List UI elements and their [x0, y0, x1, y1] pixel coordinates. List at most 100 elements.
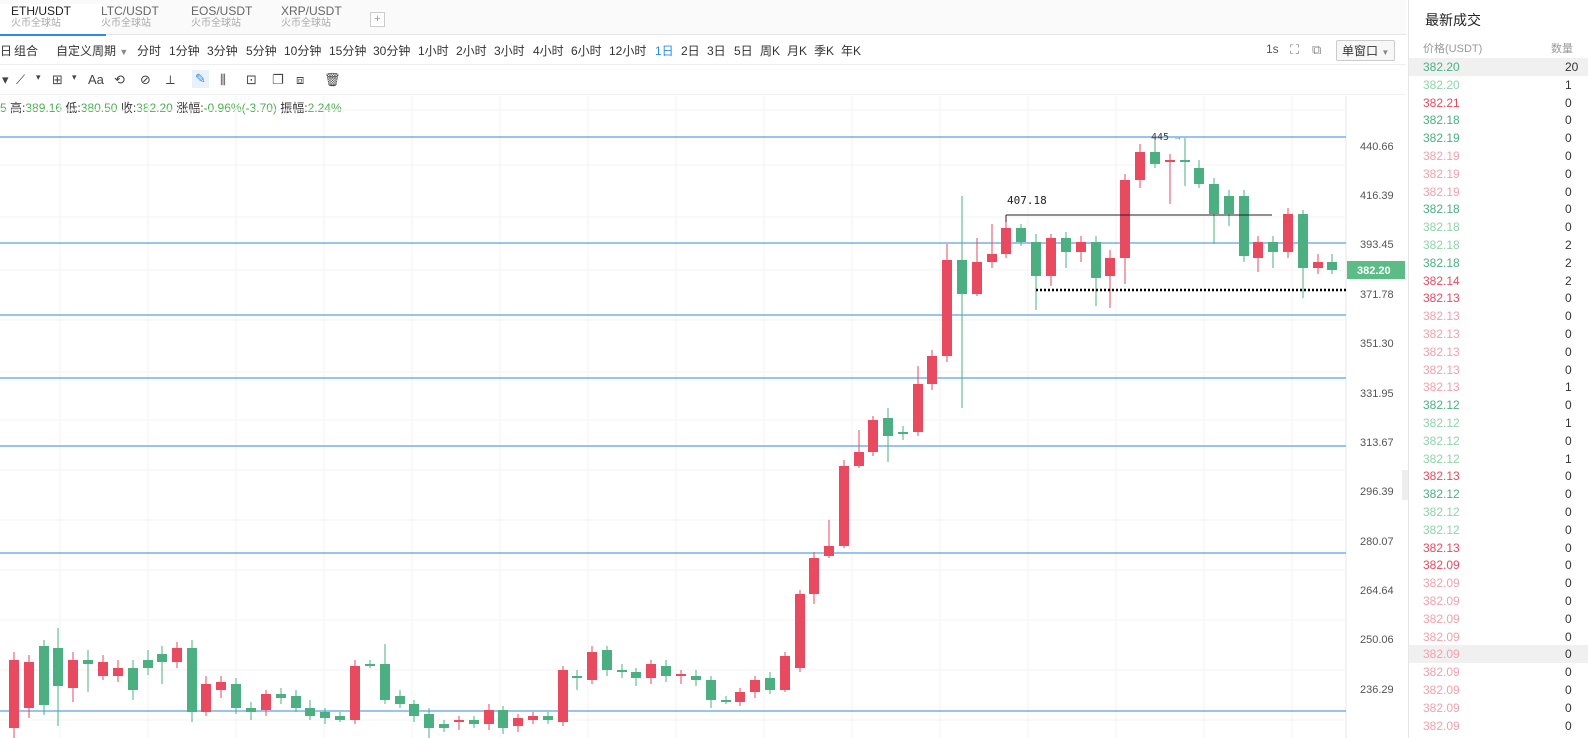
- interval-label[interactable]: 1s: [1266, 42, 1279, 56]
- trade-row: 382.09 0: [1409, 717, 1588, 735]
- period-button[interactable]: 2日: [681, 44, 700, 58]
- ruler-icon[interactable]: ⟂: [166, 72, 175, 87]
- combo-button[interactable]: 组合: [14, 44, 39, 58]
- candle-body: [246, 708, 256, 712]
- chevron-down-icon[interactable]: ▾: [72, 72, 77, 82]
- period-button[interactable]: 年K: [841, 44, 862, 58]
- fullscreen-icon[interactable]: ⛶: [1290, 42, 1300, 57]
- trade-qty: 0: [1565, 184, 1572, 199]
- trade-price: 382.12: [1423, 522, 1460, 537]
- trash-icon[interactable]: 🗑: [324, 72, 341, 87]
- period-button[interactable]: 4小时: [533, 44, 564, 58]
- period-button[interactable]: 3日: [707, 44, 726, 58]
- period-button[interactable]: 2小时: [456, 44, 487, 58]
- trade-price: 382.12: [1423, 487, 1460, 502]
- candle-body: [1165, 160, 1175, 162]
- trade-row: 382.19 0: [1409, 183, 1588, 201]
- custom-period-label: 自定义周期: [56, 44, 117, 58]
- tab-eth-usdt[interactable]: ETH/USDT 火币全球站: [0, 4, 106, 36]
- add-tab-button[interactable]: +: [370, 12, 385, 27]
- period-button[interactable]: 1分钟: [169, 44, 200, 58]
- tab-exchange: 火币全球站: [191, 18, 241, 29]
- period-button[interactable]: 10分钟: [284, 44, 322, 58]
- period-button[interactable]: 30分钟: [373, 44, 411, 58]
- trade-row: 382.13 0: [1409, 289, 1588, 307]
- candle-body: [1283, 214, 1293, 252]
- copy-icon[interactable]: ❐: [272, 72, 284, 87]
- low-label: 低:: [65, 101, 81, 115]
- period-button[interactable]: 6小时: [571, 44, 602, 58]
- trade-price: 382.20: [1423, 77, 1460, 92]
- high-marker-label: 445: [1151, 132, 1169, 143]
- pattern-tool-icon[interactable]: ⟲: [114, 72, 125, 87]
- lock-icon[interactable]: ⊡: [246, 72, 257, 87]
- tab-eos-usdt[interactable]: EOS/USDT 火币全球站: [191, 4, 276, 34]
- price-tick-label: 236.29: [1360, 684, 1394, 696]
- chart-grid: [0, 96, 1346, 738]
- period-button[interactable]: 季K: [814, 44, 835, 58]
- candles: [9, 138, 1337, 738]
- combo-icon[interactable]: 日: [0, 44, 13, 58]
- tab-exchange: 火币全球站: [101, 18, 151, 29]
- candle-body: [83, 660, 93, 664]
- trade-row: 382.09 0: [1409, 699, 1588, 717]
- candle-body: [1105, 258, 1115, 276]
- candle-body: [172, 648, 182, 662]
- candle-body: [380, 664, 390, 700]
- ohlc-info: 5 高:389.16 低:380.50 收:382.20 涨幅:-0.96%(-…: [0, 99, 342, 116]
- candle-body: [1253, 242, 1263, 258]
- chevron-down-icon: ▼: [119, 47, 129, 57]
- period-button[interactable]: 3小时: [494, 44, 525, 58]
- trade-row: 382.13 1: [1409, 378, 1588, 396]
- candle-body: [350, 666, 360, 720]
- period-button[interactable]: 周K: [760, 44, 781, 58]
- period-button[interactable]: 3分钟: [207, 44, 238, 58]
- candle-body: [231, 684, 241, 708]
- crosshair-icon[interactable]: ⊞: [52, 72, 63, 87]
- candle-body: [735, 692, 745, 702]
- amplitude-value: 2.24%: [307, 101, 342, 115]
- popout-icon[interactable]: ⧉: [1312, 42, 1322, 57]
- trade-price: 382.19: [1423, 184, 1460, 199]
- period-button[interactable]: 12小时: [609, 44, 647, 58]
- tab-xrp-usdt[interactable]: XRP/USDT 火币全球站: [281, 4, 366, 34]
- candle-body: [1135, 152, 1145, 180]
- period-button[interactable]: 15分钟: [329, 44, 367, 58]
- candle-body: [883, 418, 893, 436]
- period-button[interactable]: 1小时: [418, 44, 449, 58]
- draw-mode-icon[interactable]: ✎: [192, 70, 209, 88]
- trade-row: 382.12 0: [1409, 432, 1588, 450]
- trade-qty: 0: [1565, 362, 1572, 377]
- trade-price: 382.18: [1423, 113, 1460, 128]
- trade-qty: 0: [1565, 683, 1572, 697]
- candle-body: [320, 712, 330, 718]
- trade-qty: 1: [1565, 77, 1572, 92]
- candle-body: [261, 694, 271, 710]
- period-button-selected[interactable]: 1日: [655, 44, 674, 58]
- trade-row: 382.18 0: [1409, 218, 1588, 236]
- period-button[interactable]: 5日: [734, 44, 753, 58]
- candle-body: [972, 262, 982, 294]
- cursor-dropdown-icon[interactable]: ▾: [2, 72, 9, 87]
- trade-row: 382.18 0: [1409, 200, 1588, 218]
- period-button[interactable]: 分时: [137, 44, 162, 58]
- trade-price: 382.19: [1423, 149, 1460, 163]
- candle-body: [587, 652, 597, 680]
- text-tool-icon[interactable]: Aa: [88, 72, 104, 87]
- chevron-down-icon[interactable]: ▾: [36, 72, 41, 82]
- candle-body: [365, 664, 375, 666]
- magnet-icon[interactable]: ⊘: [140, 72, 151, 87]
- trade-qty: 0: [1565, 505, 1572, 519]
- trade-row: 382.12 0: [1409, 503, 1588, 521]
- tab-ltc-usdt[interactable]: LTC/USDT 火币全球站: [101, 4, 186, 34]
- bars-icon[interactable]: ⫼: [220, 72, 226, 87]
- trend-line-icon[interactable]: ⟋: [16, 72, 26, 87]
- period-button[interactable]: 月K: [787, 44, 808, 58]
- period-button[interactable]: 5分钟: [246, 44, 277, 58]
- custom-period-dropdown[interactable]: 自定义周期 ▼: [56, 42, 128, 59]
- panel-splitter[interactable]: [1402, 470, 1408, 500]
- hide-drawings-icon[interactable]: ⧈: [296, 72, 305, 87]
- window-mode-dropdown[interactable]: 单窗口 ▼: [1336, 40, 1396, 61]
- candlestick-chart[interactable]: 440.66 416.39 393.45 371.78 351.30 331.95 313.…: [0, 96, 1406, 738]
- close-value: 382.20: [136, 101, 173, 115]
